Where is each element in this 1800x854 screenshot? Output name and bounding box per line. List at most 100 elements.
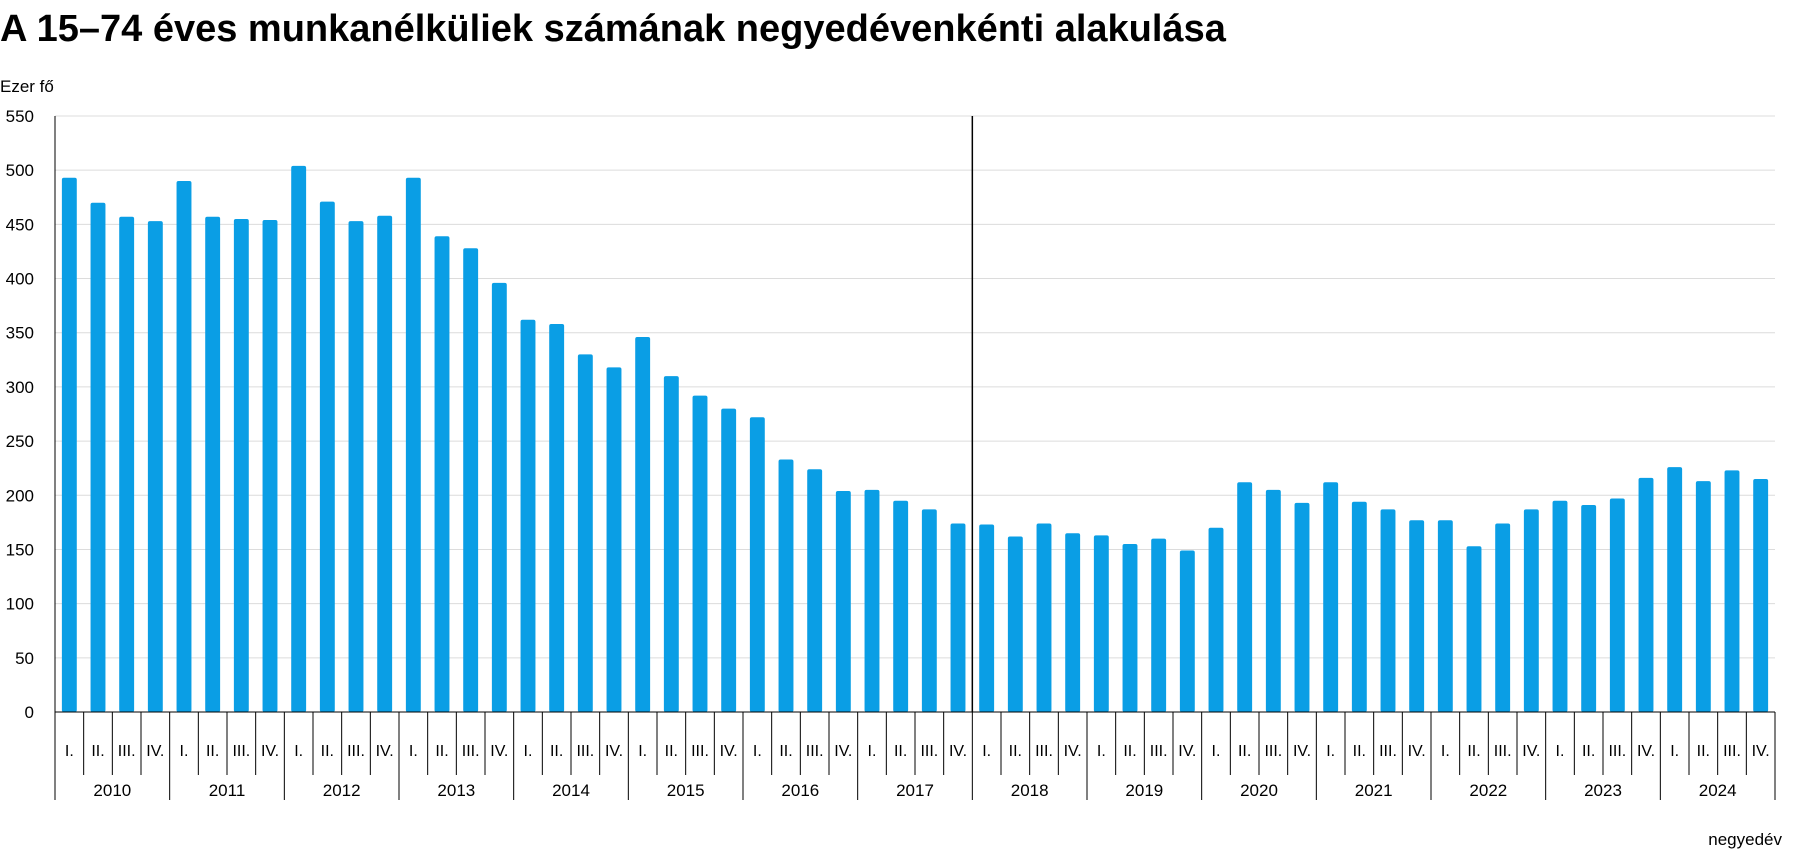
quarter-label: III. (347, 743, 365, 760)
quarter-label: IV. (261, 743, 279, 760)
quarter-label: IV. (605, 743, 623, 760)
y-tick-label: 500 (6, 161, 34, 180)
bar (1523, 509, 1539, 712)
bar (807, 469, 823, 712)
quarter-label: III. (1608, 743, 1626, 760)
quarter-label: III. (232, 743, 250, 760)
quarter-label: III. (462, 743, 480, 760)
quarter-label: IV. (1752, 743, 1770, 760)
bar (1351, 501, 1367, 712)
bar (1695, 481, 1711, 712)
chart-title: A 15–74 éves munkanélküliek számának neg… (0, 8, 1226, 50)
quarter-label: II. (1353, 743, 1366, 760)
gridlines (55, 115, 1775, 659)
bar (1294, 502, 1310, 712)
bar (835, 490, 851, 712)
bar (463, 248, 479, 712)
quarter-label: II. (550, 743, 563, 760)
bar (119, 216, 135, 712)
x-axis-label: negyedév (1708, 830, 1782, 849)
year-label: 2011 (209, 781, 246, 800)
quarter-label: IV. (1178, 743, 1196, 760)
quarter-label: IV. (834, 743, 852, 760)
quarter-label: II. (206, 743, 219, 760)
bars (61, 165, 1769, 713)
quarter-label: I. (524, 743, 533, 760)
quarter-label: I. (868, 743, 877, 760)
quarter-label: III. (691, 743, 709, 760)
year-label: 2021 (1355, 781, 1393, 800)
bar (1638, 477, 1654, 712)
quarter-label: II. (1238, 743, 1251, 760)
quarter-label: I. (65, 743, 74, 760)
bar (921, 509, 937, 712)
bar (663, 376, 679, 712)
quarter-label: I. (180, 743, 189, 760)
bar (692, 395, 708, 712)
bar (1409, 520, 1425, 712)
y-tick-label: 200 (6, 486, 34, 505)
bar (262, 220, 278, 712)
year-label: 2022 (1469, 781, 1507, 800)
bar (1265, 489, 1281, 712)
year-label: 2018 (1011, 781, 1049, 800)
quarter-label: II. (91, 743, 104, 760)
year-label: 2013 (437, 781, 475, 800)
bar (1495, 523, 1511, 712)
year-label: 2019 (1125, 781, 1163, 800)
quarter-label: I. (1097, 743, 1106, 760)
bar (90, 202, 106, 712)
bar (434, 236, 450, 712)
quarter-label: III. (920, 743, 938, 760)
bar (291, 165, 307, 712)
quarter-label: IV. (1637, 743, 1655, 760)
bar (549, 324, 565, 712)
quarter-label: II. (1467, 743, 1480, 760)
quarter-label: II. (1009, 743, 1022, 760)
bar (1753, 479, 1769, 712)
bar (1179, 550, 1195, 712)
quarter-label: III. (1494, 743, 1512, 760)
bar (1036, 523, 1052, 712)
year-label: 2010 (93, 781, 131, 800)
quarter-label: III. (1379, 743, 1397, 760)
y-tick-label: 450 (6, 215, 34, 234)
bar (1237, 482, 1253, 712)
bar (893, 500, 909, 712)
bar (1065, 533, 1081, 712)
quarter-label: I. (1212, 743, 1221, 760)
quarter-label: I. (982, 743, 991, 760)
quarter-label: III. (1035, 743, 1053, 760)
bar (1093, 535, 1109, 712)
bar (577, 354, 593, 712)
quarter-label: II. (321, 743, 334, 760)
bar (1724, 470, 1740, 712)
quarter-label: I. (1670, 743, 1679, 760)
bar (520, 319, 536, 712)
quarter-label: I. (409, 743, 418, 760)
quarter-label: I. (294, 743, 303, 760)
bar (979, 524, 995, 712)
bar (1552, 500, 1568, 712)
bar (405, 177, 421, 712)
axes: 0 50 100 150 200 250 300 350 400 450 500 550 I. II. II… (6, 107, 1776, 800)
quarter-label: II. (779, 743, 792, 760)
bar (1609, 498, 1625, 712)
bar (721, 408, 737, 712)
year-label: 2015 (667, 781, 705, 800)
quarter-label: IV. (1064, 743, 1082, 760)
quarter-label: III. (806, 743, 824, 760)
bar (319, 201, 335, 712)
bar (176, 181, 192, 712)
year-label: 2012 (323, 781, 361, 800)
quarter-label: IV. (1293, 743, 1311, 760)
bar (491, 282, 507, 712)
bar (1380, 509, 1396, 712)
quarter-label: IV. (1408, 743, 1426, 760)
bar (1323, 482, 1339, 712)
quarter-label: II. (665, 743, 678, 760)
quarter-label: I. (1326, 743, 1335, 760)
quarter-label: I. (1441, 743, 1450, 760)
quarter-label: I. (638, 743, 647, 760)
